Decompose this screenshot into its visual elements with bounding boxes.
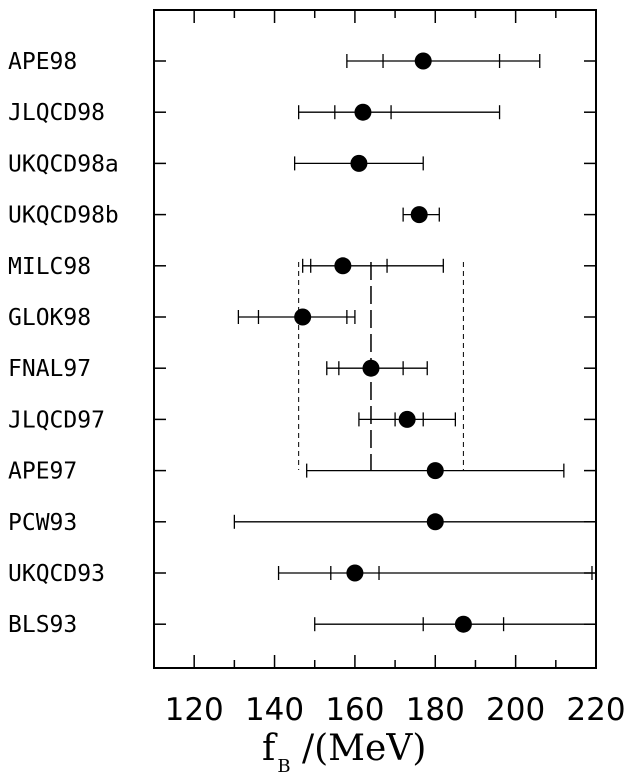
data-point	[398, 410, 416, 428]
data-point	[426, 513, 444, 531]
data-point	[362, 359, 380, 377]
x-axis-label-sub: B	[277, 756, 290, 777]
row-label: MILC98	[8, 254, 91, 280]
row-label: UKQCD98b	[8, 203, 119, 229]
x-tick-labels: 120 140 160 180 200 220	[165, 692, 626, 728]
data-point	[426, 462, 444, 480]
data-point	[410, 206, 428, 224]
data-point	[334, 257, 352, 275]
result-row: JLQCD98	[8, 100, 501, 126]
result-row: UKQCD93	[8, 561, 593, 587]
result-row: FNAL97	[8, 356, 428, 382]
plot-frame	[153, 9, 597, 669]
result-row: PCW93	[8, 510, 597, 536]
data-point	[454, 615, 472, 633]
average-band	[298, 262, 464, 470]
x-axis-label-main: f	[262, 728, 278, 769]
row-label: UKQCD93	[8, 561, 105, 587]
result-row: BLS93	[8, 612, 597, 638]
row-label: GLOK98	[8, 305, 91, 331]
row-label: JLQCD98	[8, 100, 105, 126]
row-label: FNAL97	[8, 356, 91, 382]
data-point	[294, 308, 312, 326]
row-label: BLS93	[8, 612, 77, 638]
x-tick-label: 140	[245, 692, 304, 728]
result-row: UKQCD98b	[8, 203, 440, 229]
row-label: UKQCD98a	[8, 151, 119, 177]
x-tick-label: 200	[486, 692, 545, 728]
result-rows: APE98 JLQCD98 UKQCD98a UKQCD98b MILC98 GLOK98…	[8, 49, 597, 638]
row-label: JLQCD97	[8, 407, 105, 433]
data-point	[346, 564, 364, 582]
result-row: MILC98	[8, 254, 444, 280]
result-row: APE97	[8, 459, 565, 485]
x-axis-ticks	[193, 10, 597, 668]
y-axis-ticks	[154, 60, 596, 625]
x-tick-label: 220	[566, 692, 625, 728]
x-axis-label-unit: /(MeV)	[291, 728, 427, 769]
row-label: PCW93	[8, 510, 77, 536]
result-row: JLQCD97	[8, 407, 457, 433]
data-point	[414, 52, 432, 70]
x-tick-label: 160	[325, 692, 384, 728]
result-row: UKQCD98a	[8, 151, 424, 177]
row-label: APE97	[8, 459, 77, 485]
data-point	[350, 154, 368, 172]
x-tick-label: 180	[406, 692, 465, 728]
result-row: GLOK98	[8, 305, 356, 331]
data-point	[354, 103, 372, 121]
x-tick-label: 120	[165, 692, 224, 728]
row-label: APE98	[8, 49, 77, 75]
result-row: APE98	[8, 49, 541, 75]
